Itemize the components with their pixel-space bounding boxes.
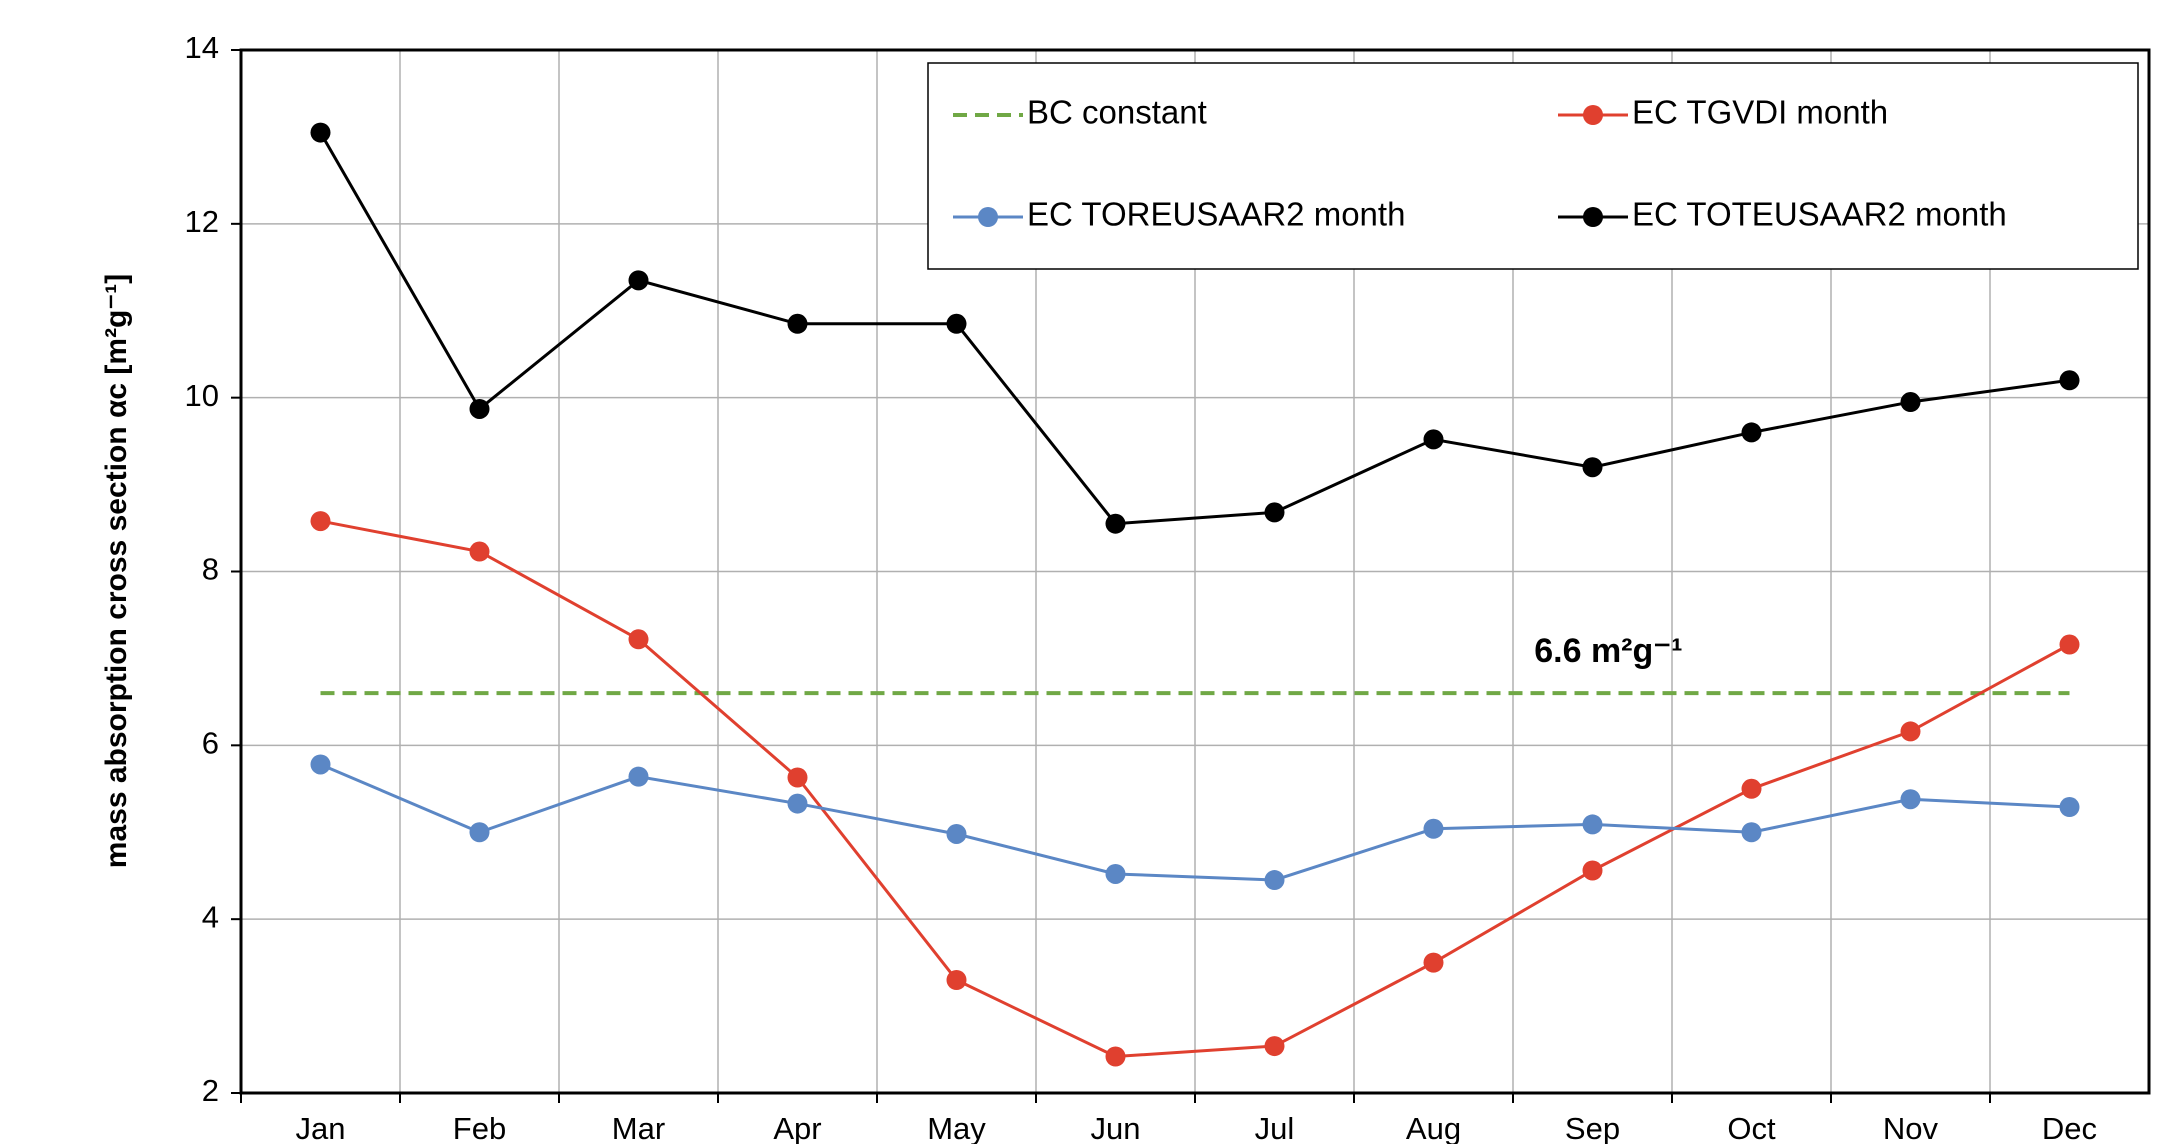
- x-tick-label: Jun: [1091, 1111, 1141, 1144]
- data-point: [1423, 952, 1444, 973]
- annotation: 6.6 m²g⁻¹: [1534, 632, 1682, 670]
- data-point: [1105, 513, 1126, 534]
- y-tick-label: 4: [202, 899, 219, 934]
- legend-marker: [1583, 207, 1603, 227]
- data-point: [1900, 392, 1921, 413]
- x-tick-label: May: [927, 1111, 986, 1144]
- y-tick-label: 12: [185, 204, 219, 239]
- legend-label: EC TOREUSAAR2 month: [1027, 196, 1405, 233]
- series-line: [320, 519, 2071, 1059]
- data-point: [1264, 502, 1285, 523]
- x-tick-label: Mar: [612, 1111, 665, 1144]
- legend-label: EC TGVDI month: [1632, 94, 1888, 131]
- data-point: [628, 766, 649, 787]
- legend-box: [927, 62, 2139, 270]
- data-point: [628, 629, 649, 650]
- x-tick-label: Apr: [773, 1111, 821, 1144]
- data-point: [1582, 860, 1603, 881]
- data-point: [1264, 870, 1285, 891]
- plot-frame: [239, 48, 2151, 1095]
- series-line: [319, 131, 2070, 526]
- data-point: [1264, 1036, 1285, 1057]
- data-point: [310, 754, 331, 775]
- data-point: [310, 511, 331, 532]
- data-point: [1741, 822, 1762, 843]
- legend-marker: [978, 207, 998, 227]
- data-point: [1741, 778, 1762, 799]
- y-tick-label: 10: [185, 378, 219, 413]
- x-tick-label: Dec: [2042, 1111, 2097, 1144]
- data-point: [946, 970, 967, 991]
- data-point: [787, 793, 808, 814]
- data-point: [2059, 370, 2080, 391]
- y-tick-label: 2: [202, 1073, 219, 1108]
- data-point: [1423, 429, 1444, 450]
- data-point: [628, 270, 649, 291]
- data-point: [469, 398, 490, 419]
- data-point: [469, 541, 490, 562]
- data-point: [1582, 457, 1603, 478]
- series-line: [319, 763, 2070, 882]
- data-point: [946, 823, 967, 844]
- data-point: [1423, 818, 1444, 839]
- y-axis-label: mass absorption cross section αc [m²g⁻¹]: [100, 274, 133, 868]
- x-tick-label: Nov: [1883, 1111, 1939, 1144]
- y-tick-label: 6: [202, 726, 219, 761]
- data-point: [2059, 797, 2080, 818]
- x-tick-label: Feb: [453, 1111, 506, 1144]
- data-point: [946, 313, 967, 334]
- data-point: [310, 122, 331, 143]
- y-tick-label: 14: [185, 30, 219, 65]
- data-point: [469, 822, 490, 843]
- legend-marker: [1583, 105, 1603, 125]
- x-tick-label: Jan: [296, 1111, 346, 1144]
- data-point: [1741, 422, 1762, 443]
- data-point: [1582, 814, 1603, 835]
- legend-label: EC TOTEUSAAR2 month: [1632, 196, 2007, 233]
- data-point: [2059, 634, 2080, 655]
- y-tick-label: 8: [202, 552, 219, 587]
- x-tick-label: Sep: [1565, 1111, 1620, 1144]
- data-point: [787, 767, 808, 788]
- data-point: [787, 313, 808, 334]
- data-point: [1105, 863, 1126, 884]
- data-point: [1105, 1046, 1126, 1067]
- data-point: [1900, 789, 1921, 810]
- data-point: [1900, 721, 1921, 742]
- x-tick-label: Aug: [1406, 1111, 1461, 1144]
- legend-label: BC constant: [1027, 94, 1207, 131]
- x-tick-label: Oct: [1727, 1111, 1776, 1144]
- x-tick-label: Jul: [1255, 1111, 1295, 1144]
